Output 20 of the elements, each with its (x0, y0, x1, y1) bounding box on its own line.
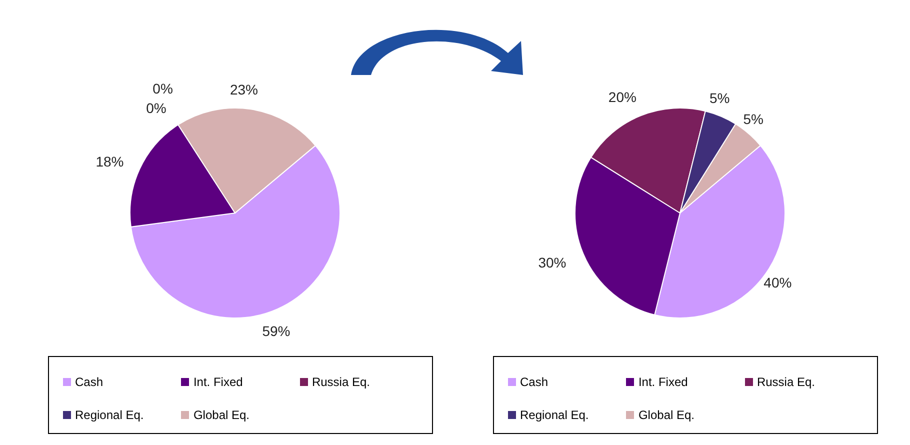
data-label: 30% (538, 254, 566, 271)
data-label: 5% (743, 111, 764, 128)
text: 0% (152, 80, 173, 96)
data-label: 18% (96, 154, 124, 170)
data-label: 5% (710, 90, 730, 106)
data-label: 59% (262, 323, 290, 340)
legend-label: Cash (520, 375, 548, 389)
data-label: 20% (608, 89, 636, 106)
legend-label: Global Eq. (193, 408, 250, 422)
legend-label: Regional Eq. (75, 408, 144, 422)
legend-label: Cash (75, 375, 104, 389)
data-label: 40% (764, 274, 792, 290)
legend-label: Russia Eq. (756, 375, 815, 389)
legend-label: Global Eq. (638, 408, 695, 422)
data-label: 23% (230, 81, 258, 98)
legend-label: Russia Eq. (312, 375, 370, 389)
text: 0% (146, 100, 166, 116)
legend-label: Regional Eq. (520, 408, 589, 422)
legend-label: Int. Fixed (638, 375, 688, 389)
legend-label: Int. Fixed (193, 375, 243, 389)
